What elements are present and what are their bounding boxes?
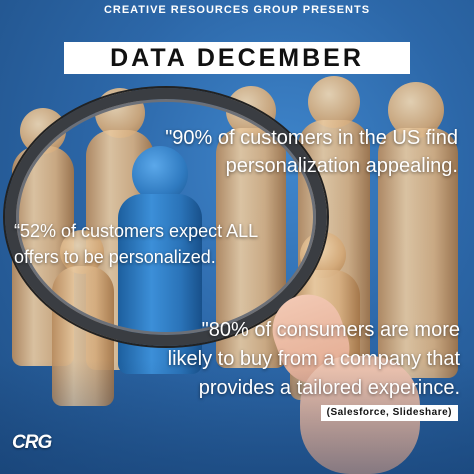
quote-line: “52% of customers expect ALL [14,221,259,241]
page-title: DATA DECEMBER [110,44,364,72]
quote-90-percent: "90% of customers in the US find persona… [165,124,458,180]
crg-logo: CRG [12,432,52,453]
quote-line: offers to be personalized. [14,247,216,267]
quote-line: likely to buy from a company that [167,348,460,370]
presents-line: CREATIVE RESOURCES GROUP PRESENTS [103,4,371,16]
source-badge: (Salesforce, Slideshare) [320,405,458,421]
quote-line: "80% of consumers are more [201,319,460,341]
quote-line: personalization appealing. [225,155,458,177]
magnifying-glass-icon [5,88,327,346]
title-banner [64,42,410,74]
quote-52-percent: “52% of customers expect ALL offers to b… [14,218,258,270]
quote-line: provides a tailored experince. [198,377,460,399]
quote-80-percent: "80% of consumers are more likely to buy… [168,316,460,403]
quote-line: "90% of customers in the US find [165,127,458,149]
